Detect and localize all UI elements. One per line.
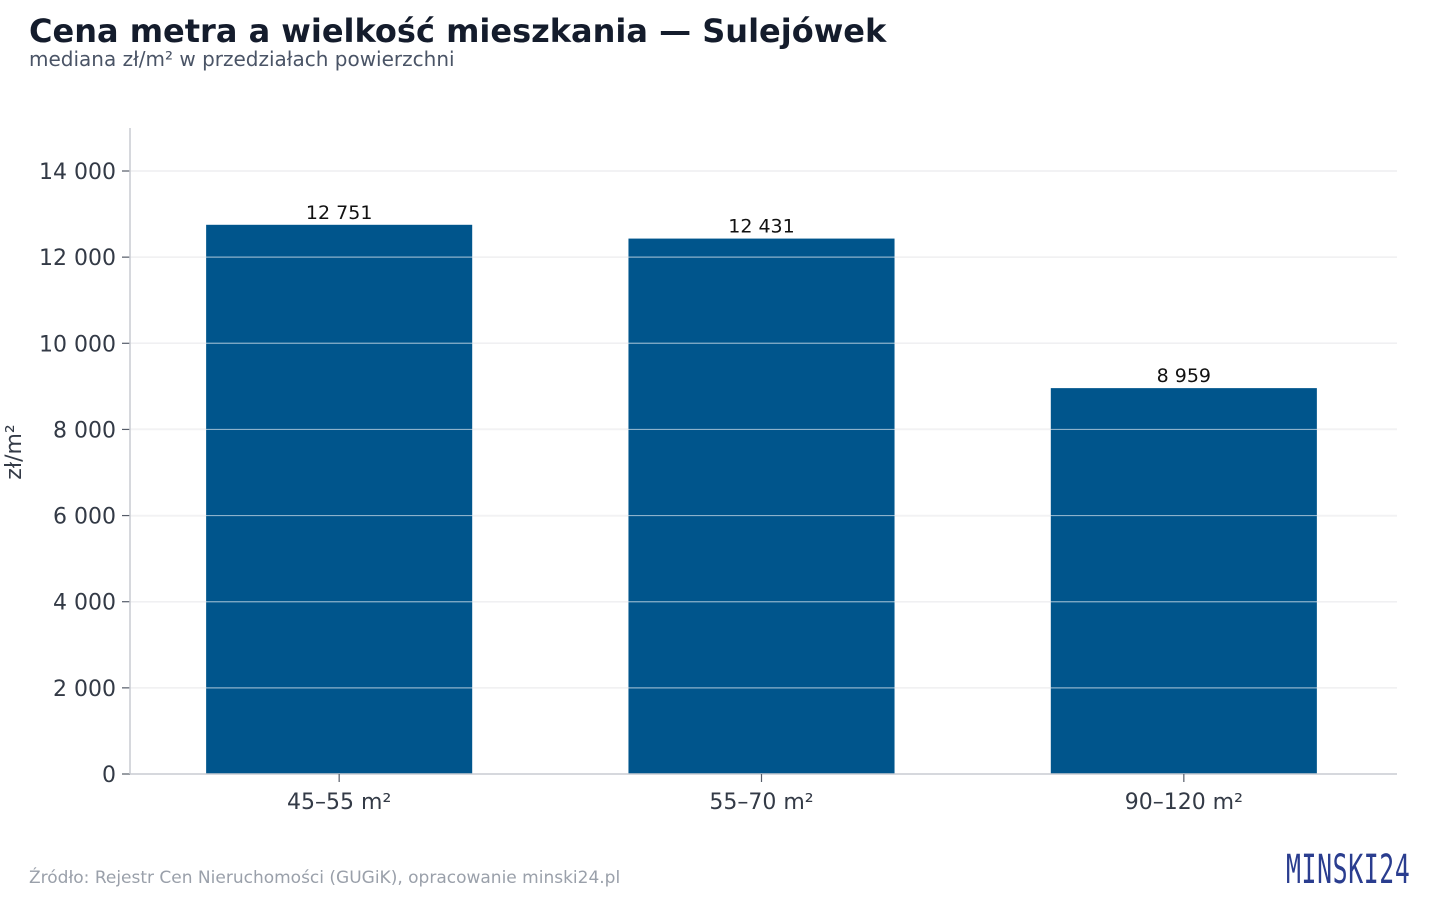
- y-tick-label: 0: [102, 763, 116, 788]
- bar: [628, 238, 895, 774]
- y-tick-label: 10 000: [39, 332, 116, 357]
- y-tick-label: 2 000: [53, 677, 116, 702]
- axes: [122, 128, 1397, 782]
- y-tick-label: 14 000: [39, 160, 116, 185]
- y-tick-label: 12 000: [39, 246, 116, 271]
- data-label: 12 751: [306, 202, 372, 224]
- chart-title: Cena metra a wielkość mieszkania — Sulej…: [29, 12, 887, 50]
- data-label: 12 431: [728, 216, 794, 238]
- minski24-logo: MINSKI24: [1286, 850, 1440, 890]
- x-tick-label: 55–70 m²: [709, 790, 813, 815]
- bar: [1050, 388, 1317, 774]
- chart-subtitle: mediana zł/m² w przedziałach powierzchni: [29, 47, 455, 71]
- bars: [206, 224, 1317, 775]
- source-note: Źródło: Rejestr Cen Nieruchomości (GUGiK…: [29, 868, 621, 888]
- logo-text: MINSKI24: [1286, 847, 1411, 893]
- x-tick-label: 90–120 m²: [1125, 790, 1243, 815]
- labels: 0 2 000 4 000 6 000 8 000 10 000 12 000 14 000 1…: [39, 160, 1243, 815]
- y-tick-label: 8 000: [53, 418, 116, 443]
- bar: [206, 224, 473, 775]
- x-tick-label: 45–55 m²: [287, 790, 391, 815]
- y-tick-label: 6 000: [53, 505, 116, 530]
- grid-overlay: [130, 170, 1397, 689]
- y-axis-title: zł/m²: [2, 424, 27, 479]
- data-label: 8 959: [1157, 365, 1211, 387]
- y-tick-label: 4 000: [53, 591, 116, 616]
